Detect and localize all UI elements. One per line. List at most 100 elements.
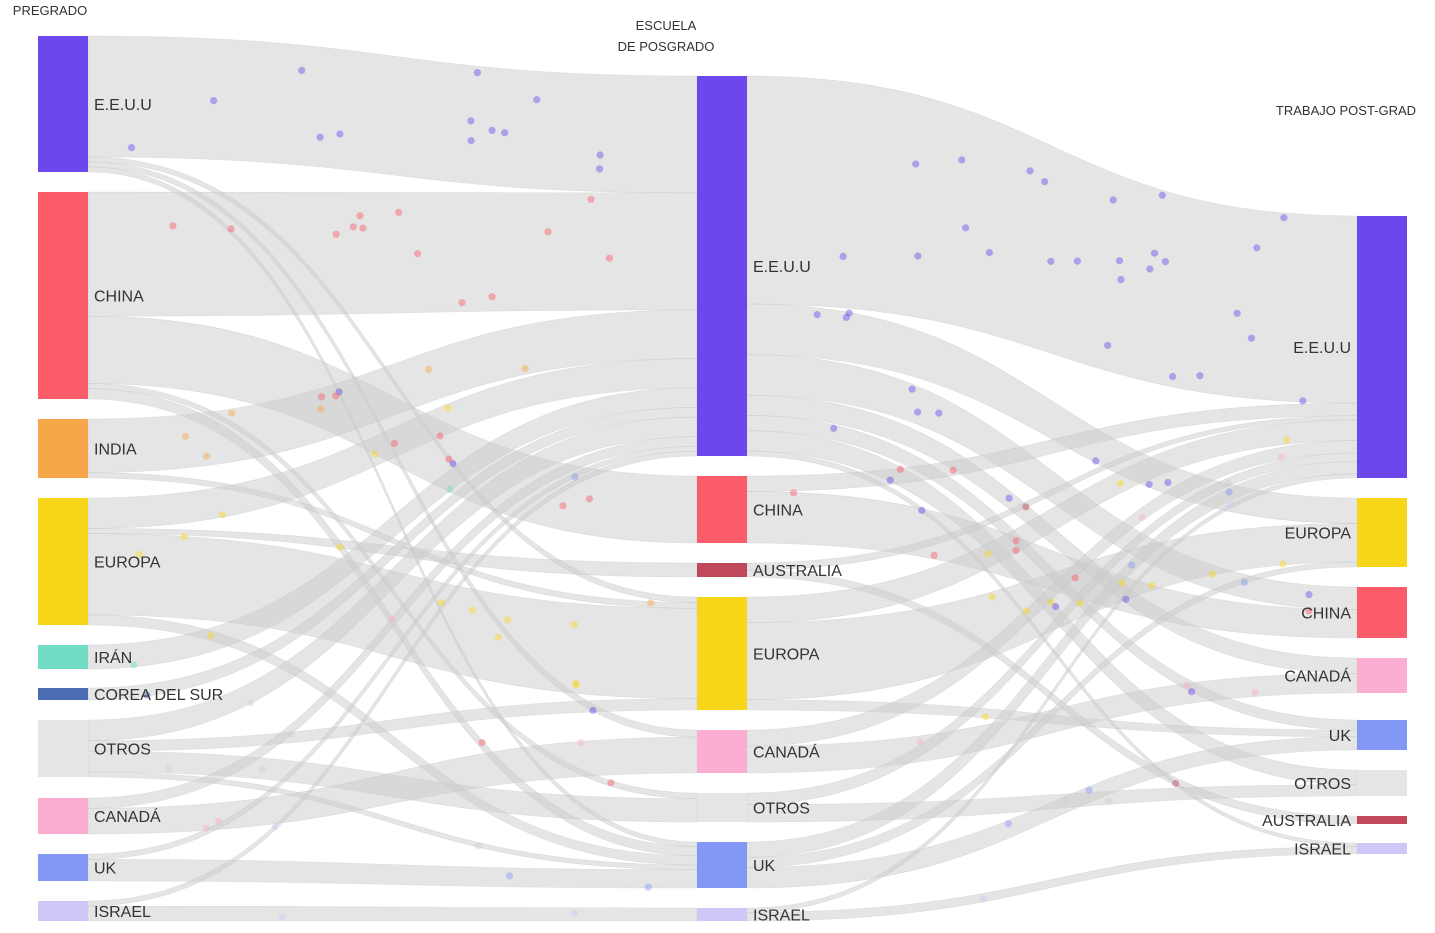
node-label-j_otros: OTROS: [1294, 776, 1351, 793]
flow-particle: [1169, 372, 1177, 381]
flow-particle: [258, 766, 266, 774]
link-u_usa-to-g_usa: [87, 35, 698, 194]
flow-particle: [335, 388, 343, 396]
flow-particle: [914, 408, 922, 416]
flow-particle: [572, 681, 580, 689]
node-u_europa[interactable]: [38, 498, 88, 625]
node-g_otros[interactable]: [697, 793, 747, 822]
node-g_australia[interactable]: [697, 563, 747, 577]
flow-particle: [1063, 796, 1071, 804]
node-u_india[interactable]: [38, 419, 88, 478]
node-g_usa[interactable]: [697, 76, 747, 456]
node-j_otros[interactable]: [1357, 770, 1407, 796]
flow-particle: [1076, 599, 1084, 607]
node-label-u_usa: E.E.U.U: [94, 97, 152, 114]
flow-particle: [1305, 591, 1313, 599]
node-label-u_iran: IRÁN: [94, 648, 132, 667]
flow-particle: [958, 156, 966, 164]
node-g_europa[interactable]: [697, 597, 747, 710]
flow-particle: [1022, 503, 1030, 511]
node-g_china[interactable]: [697, 476, 747, 543]
node-u_iran[interactable]: [38, 645, 88, 669]
flow-particle: [1164, 478, 1172, 487]
node-label-j_usa: E.E.U.U: [1293, 340, 1351, 357]
node-label-g_uk: UK: [753, 858, 776, 875]
node-u_usa[interactable]: [38, 36, 88, 172]
node-u_otros[interactable]: [38, 720, 88, 777]
flow-particle: [1118, 579, 1126, 587]
flow-particle: [1047, 598, 1055, 606]
node-j_israel[interactable]: [1357, 843, 1407, 854]
node-g_israel[interactable]: [697, 908, 747, 921]
particles-layer: [127, 66, 1313, 921]
node-u_canada[interactable]: [38, 798, 88, 834]
node-j_usa[interactable]: [1357, 216, 1407, 478]
node-label-j_israel: ISRAEL: [1294, 842, 1351, 859]
node-u_israel[interactable]: [38, 901, 88, 921]
flow-particle: [585, 495, 594, 503]
nodes-layer: E.E.U.U CHINA INDIA EUROPA IRÁN COREA DEL SUR…: [38, 36, 1407, 925]
node-u_corea[interactable]: [38, 688, 88, 700]
node-label-g_israel: ISRAEL: [753, 908, 810, 925]
node-label-g_china: CHINA: [753, 503, 803, 520]
flow-particle: [458, 299, 466, 307]
flow-particle: [228, 409, 236, 417]
flow-particle: [181, 432, 190, 440]
flow-particle: [842, 313, 850, 321]
flow-particle: [988, 593, 996, 601]
flow-particle: [845, 309, 853, 317]
flow-particle: [135, 550, 143, 559]
flow-particle: [1282, 436, 1290, 444]
flow-particle: [647, 599, 655, 607]
flow-particle: [436, 432, 444, 440]
node-g_uk[interactable]: [697, 842, 747, 888]
flow-particle: [1172, 779, 1180, 788]
flow-particle: [501, 129, 509, 137]
node-label-j_europa: EUROPA: [1285, 526, 1352, 543]
flow-particle: [336, 130, 344, 138]
node-label-u_israel: ISRAEL: [94, 904, 151, 921]
flow-particle: [1161, 258, 1169, 266]
column-header-escuela-posgrado: ESCUELA DE POSGRADO: [617, 18, 715, 54]
node-j_europa[interactable]: [1357, 498, 1407, 567]
node-label-j_australia: AUSTRALIA: [1262, 813, 1351, 830]
flow-particle: [1233, 309, 1241, 317]
flow-particle: [467, 137, 475, 145]
flow-particle: [475, 842, 483, 850]
node-label-u_uk: UK: [94, 861, 117, 878]
node-j_china[interactable]: [1357, 587, 1407, 638]
link-u_israel-to-g_israel: [87, 905, 698, 922]
node-g_canada[interactable]: [697, 730, 747, 773]
flow-particle: [918, 506, 926, 514]
node-label-u_china: CHINA: [94, 289, 144, 306]
flow-particle: [437, 599, 445, 607]
flow-particle: [1115, 257, 1124, 265]
flow-particle: [544, 228, 552, 236]
flow-particle: [467, 117, 475, 125]
flow-particle: [572, 679, 580, 688]
flow-particle: [1247, 334, 1256, 342]
flow-particle: [949, 466, 957, 474]
flow-particle: [207, 632, 215, 640]
flow-particle: [1299, 397, 1307, 405]
node-j_australia[interactable]: [1357, 816, 1407, 824]
flow-particle: [570, 620, 578, 629]
link-g_israel-to-j_israel: [746, 846, 1358, 922]
flow-particle: [388, 614, 396, 623]
flow-particle: [908, 385, 916, 393]
flow-particle: [1305, 607, 1313, 615]
node-j_uk[interactable]: [1357, 720, 1407, 750]
flow-particle: [278, 913, 286, 921]
flow-particle: [478, 739, 486, 747]
flow-particle: [1138, 513, 1146, 522]
flow-particle: [1188, 688, 1196, 696]
node-label-j_uk: UK: [1329, 728, 1352, 745]
node-j_canada[interactable]: [1357, 658, 1407, 693]
flow-particle: [1251, 688, 1259, 697]
flow-particle: [1240, 578, 1248, 586]
flow-particle: [1004, 820, 1012, 828]
flow-particle: [596, 151, 604, 159]
node-u_uk[interactable]: [38, 854, 88, 881]
column-header-pregrado: PREGRADO: [12, 3, 88, 18]
node-u_china[interactable]: [38, 192, 88, 399]
